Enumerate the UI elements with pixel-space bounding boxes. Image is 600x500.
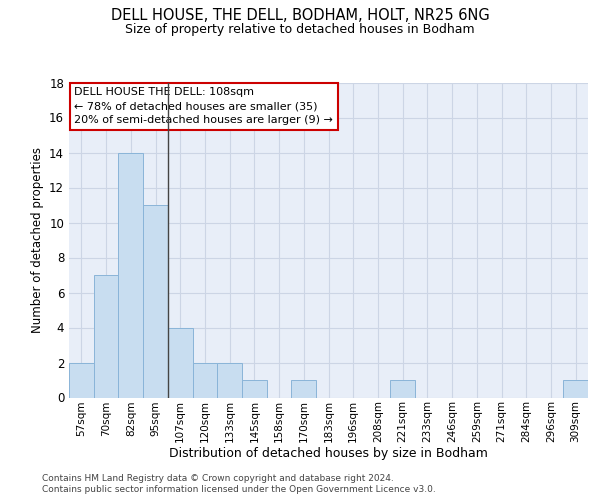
Text: Contains public sector information licensed under the Open Government Licence v3: Contains public sector information licen… xyxy=(42,485,436,494)
Bar xyxy=(143,205,168,398)
Bar xyxy=(390,380,415,398)
Bar xyxy=(563,380,588,398)
Bar xyxy=(217,362,242,398)
Text: Size of property relative to detached houses in Bodham: Size of property relative to detached ho… xyxy=(125,22,475,36)
Text: DELL HOUSE THE DELL: 108sqm
← 78% of detached houses are smaller (35)
20% of sem: DELL HOUSE THE DELL: 108sqm ← 78% of det… xyxy=(74,87,333,125)
Bar xyxy=(292,380,316,398)
Bar xyxy=(242,380,267,398)
Bar xyxy=(94,275,118,398)
Text: Contains HM Land Registry data © Crown copyright and database right 2024.: Contains HM Land Registry data © Crown c… xyxy=(42,474,394,483)
Bar xyxy=(193,362,217,398)
Bar xyxy=(168,328,193,398)
Text: DELL HOUSE, THE DELL, BODHAM, HOLT, NR25 6NG: DELL HOUSE, THE DELL, BODHAM, HOLT, NR25… xyxy=(110,8,490,22)
Y-axis label: Number of detached properties: Number of detached properties xyxy=(31,147,44,333)
Text: Distribution of detached houses by size in Bodham: Distribution of detached houses by size … xyxy=(169,448,488,460)
Bar xyxy=(118,152,143,398)
Bar xyxy=(69,362,94,398)
